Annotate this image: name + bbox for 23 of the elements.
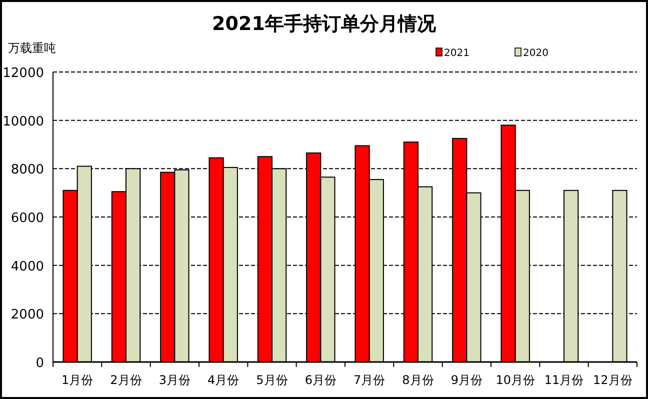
y-tick-label: 10000	[2, 114, 44, 130]
y-tick-label: 6000	[10, 211, 44, 226]
x-tick-label: 1月份	[62, 373, 94, 387]
chart-title: 2021年手持订单分月情况	[212, 13, 437, 35]
x-tick-label: 9月份	[450, 373, 482, 387]
x-tick-label: 10月份	[496, 373, 535, 387]
x-tick-label: 11月份	[544, 373, 584, 387]
y-tick-label: 4000	[10, 259, 44, 274]
x-tick-label: 5月份	[256, 373, 288, 387]
x-tick-label: 2月份	[110, 373, 142, 387]
legend-label: 2021	[444, 48, 470, 59]
y-axis-title: 万载重吨	[8, 41, 56, 55]
x-tick-label: 8月份	[402, 373, 434, 387]
y-tick-label: 12000	[2, 66, 44, 81]
x-tick-label: 3月份	[158, 373, 190, 387]
x-tick-label: 12月份	[593, 373, 632, 387]
y-tick-label: 0	[36, 356, 44, 371]
legend-label: 2020	[523, 48, 548, 59]
y-tick-label: 8000	[10, 162, 44, 178]
x-tick-label: 4月份	[208, 373, 240, 387]
x-tick-label: 7月份	[354, 373, 386, 387]
y-tick-label: 2000	[10, 308, 44, 323]
x-tick-label: 6月份	[304, 373, 336, 387]
